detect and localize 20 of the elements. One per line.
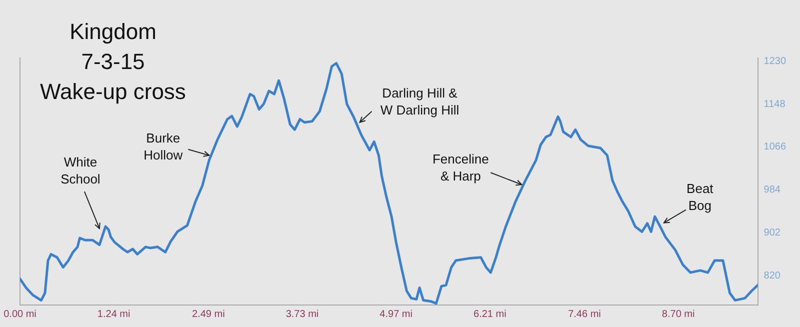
x-tick-label: 6.21 mi [473, 308, 506, 320]
y-tick-label: 820 [764, 270, 781, 282]
annotation: Beat Bog [686, 180, 714, 213]
x-tick-label: 3.73 mi [286, 308, 319, 320]
chart-title: Kingdom 7-3-15 Wake-up cross [39, 18, 187, 106]
x-tick-label: 1.24 mi [97, 308, 130, 320]
annotation: Fenceline & Harp [432, 152, 489, 184]
x-tick-label: 7.46 mi [568, 308, 601, 320]
x-tick-label: 4.97 mi [380, 308, 412, 320]
y-tick-label: 1230 [764, 56, 786, 67]
x-tick-label: 2.49 mi [192, 308, 225, 320]
annotation: Burke Hollow [144, 130, 184, 162]
x-tick-label: 0.00 mi [4, 308, 36, 320]
y-tick-label: 984 [764, 184, 781, 196]
y-tick-label: 1148 [764, 98, 786, 110]
annotation: Darling Hill & W Darling Hill [380, 85, 460, 118]
y-tick-label: 902 [764, 228, 781, 239]
x-tick-label: 8.70 mi [662, 308, 695, 320]
annotation: White School [60, 154, 100, 187]
y-tick-label: 1066 [764, 142, 786, 153]
